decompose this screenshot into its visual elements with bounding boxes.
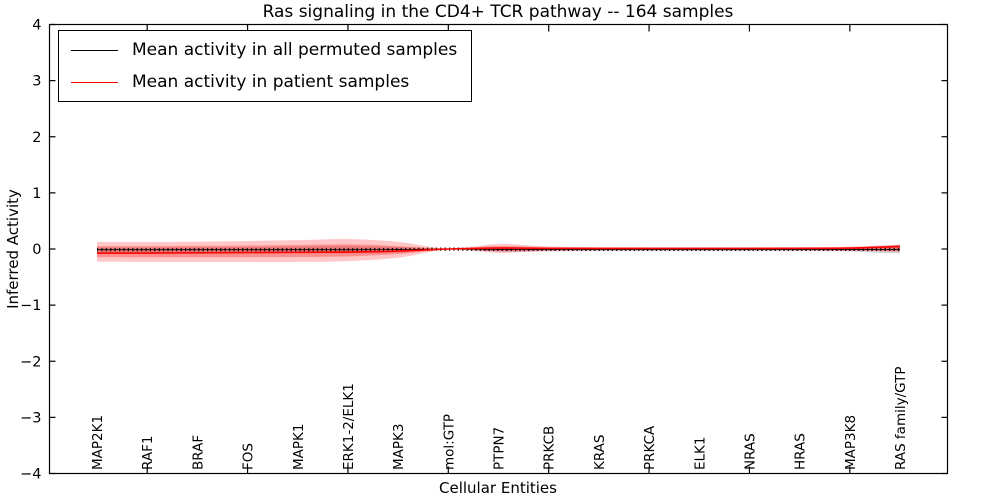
legend-line-sample-black (71, 49, 118, 51)
x-tick-label: ELK1 (692, 437, 708, 471)
y-tick-label: −1 (20, 298, 41, 314)
y-tick-label: 0 (32, 242, 41, 258)
y-tick-label: 4 (32, 18, 41, 34)
x-tick-label: MAP2K1 (90, 415, 106, 470)
y-axis-label: Inferred Activity (4, 189, 22, 309)
patient-mean-line (96, 245, 901, 254)
legend-label-permuted: Mean activity in all permuted samples (132, 40, 458, 60)
x-tick-label: MAP3K8 (843, 415, 859, 470)
legend-label-patient: Mean activity in patient samples (132, 72, 410, 92)
legend-item-patient: Mean activity in patient samples (71, 70, 457, 94)
x-tick-label: NRAS (742, 433, 758, 470)
x-tick-label: PRKCA (642, 425, 658, 470)
x-tick-label: MAPK3 (391, 424, 407, 470)
y-tick-label: 1 (32, 186, 41, 202)
x-axis-label: Cellular Entities (439, 479, 557, 497)
x-tick-label: PRKCB (542, 426, 558, 470)
x-tick-label: ERK1-2/ELK1 (341, 383, 357, 470)
x-tick-label: RAS family/GTP (893, 366, 909, 470)
y-tick-label: −2 (20, 354, 41, 370)
y-tick-label: −4 (20, 467, 41, 483)
legend-line-sample-red (71, 81, 118, 83)
permuted-mean-markers (97, 247, 900, 252)
y-tick-label: 3 (32, 74, 41, 90)
legend: Mean activity in all permuted samples Me… (58, 30, 473, 102)
x-tick-label: mol:GTP (441, 414, 457, 470)
x-tick-label: BRAF (190, 435, 206, 470)
x-tick-label: PTPN7 (492, 427, 508, 470)
y-tick-label: 2 (32, 130, 41, 146)
y-tick-label: −3 (20, 410, 41, 426)
chart-title: Ras signaling in the CD4+ TCR pathway --… (262, 2, 734, 22)
x-tick-label: HRAS (793, 433, 809, 470)
x-tick-label: MAPK1 (291, 424, 307, 470)
x-tick-label: RAF1 (140, 436, 156, 470)
x-tick-label: KRAS (592, 435, 608, 471)
legend-item-permuted: Mean activity in all permuted samples (71, 38, 457, 62)
x-tick-label: FOS (241, 443, 257, 470)
